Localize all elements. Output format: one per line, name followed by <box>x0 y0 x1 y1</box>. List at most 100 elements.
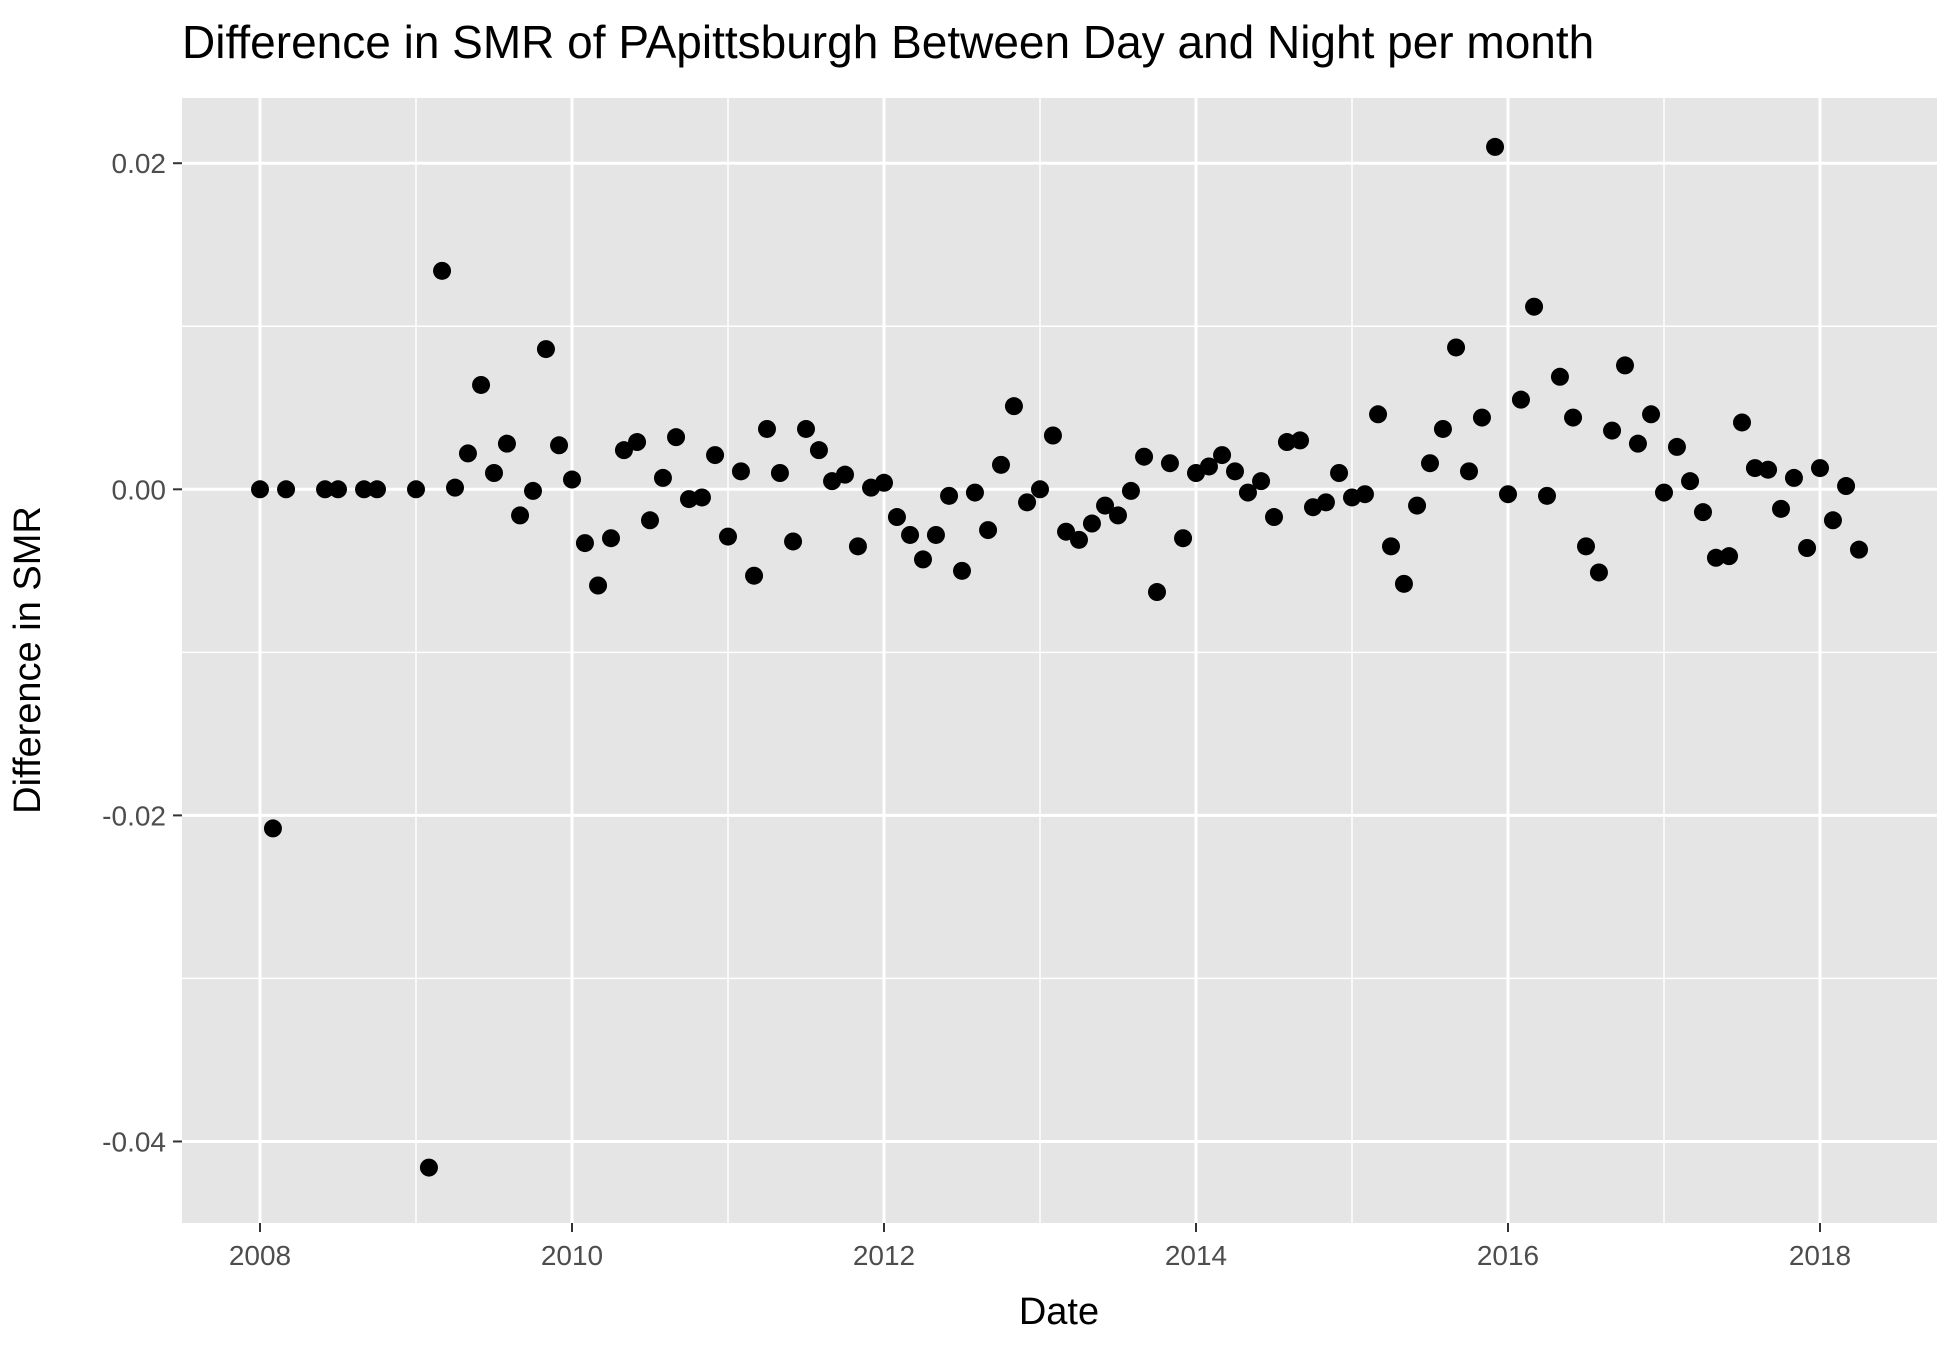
data-point <box>1499 485 1517 504</box>
data-point <box>1199 457 1218 476</box>
x-axis-title: Date <box>1019 1291 1099 1333</box>
data-point <box>524 481 542 500</box>
data-point <box>731 462 750 481</box>
data-point <box>1252 472 1271 491</box>
data-point <box>550 436 569 455</box>
data-point <box>1148 583 1166 602</box>
data-point <box>1837 477 1856 496</box>
data-point <box>628 433 647 452</box>
data-point <box>1538 486 1556 505</box>
major-gridlines <box>182 98 1937 1223</box>
data-point <box>797 419 815 438</box>
data-point <box>1330 464 1349 482</box>
data-point <box>1460 462 1478 481</box>
data-point <box>1433 419 1452 438</box>
data-point <box>836 465 854 484</box>
data-point <box>536 340 555 359</box>
data-point <box>745 566 764 585</box>
data-point <box>1798 539 1817 557</box>
data-point <box>1121 481 1140 500</box>
data-point <box>355 480 374 499</box>
data-point <box>472 375 491 394</box>
data-point <box>563 470 581 489</box>
x-axis: 2008 2010 2012 2014 2016 2018 <box>229 1223 1851 1271</box>
data-point <box>1486 137 1505 156</box>
data-point <box>1382 537 1400 556</box>
data-point <box>979 521 998 540</box>
data-point <box>1031 480 1049 499</box>
data-point <box>575 534 594 553</box>
data-point <box>1408 496 1427 515</box>
chart-title: Difference in SMR of PApittsburgh Betwee… <box>182 16 1594 68</box>
data-point <box>1772 499 1790 518</box>
data-point <box>1720 547 1739 566</box>
data-point <box>953 561 971 580</box>
x-tick-label: 2016 <box>1477 1240 1539 1271</box>
data-point <box>1004 397 1023 416</box>
data-point <box>875 473 893 492</box>
data-point <box>1850 540 1868 559</box>
data-point <box>940 486 959 505</box>
data-point <box>485 464 503 482</box>
y-tick-label: -0.04 <box>102 1126 166 1157</box>
data-point <box>1603 421 1622 440</box>
x-tick-label: 2012 <box>853 1240 915 1271</box>
data-point <box>1082 514 1101 533</box>
x-tick-label: 2014 <box>1165 1240 1227 1271</box>
data-points <box>251 137 1868 1177</box>
data-point <box>914 550 932 569</box>
data-point <box>809 441 828 460</box>
data-point <box>1277 433 1296 452</box>
data-point <box>1642 405 1661 424</box>
y-tick-label: -0.02 <box>102 800 166 831</box>
data-point <box>706 446 725 465</box>
data-point <box>419 1158 438 1177</box>
y-tick-label: 0.02 <box>112 148 167 179</box>
data-point <box>1421 454 1439 473</box>
data-point <box>1511 390 1530 409</box>
data-point <box>407 480 425 499</box>
x-tick-label: 2010 <box>541 1240 603 1271</box>
data-point <box>1355 485 1374 504</box>
data-point <box>1564 408 1583 427</box>
data-point <box>770 464 789 482</box>
data-point <box>497 434 516 453</box>
data-point <box>1291 431 1310 450</box>
data-point <box>329 480 347 499</box>
data-point <box>1655 483 1673 502</box>
data-point <box>1577 537 1595 556</box>
data-point <box>1070 530 1088 549</box>
data-point <box>1226 462 1244 481</box>
data-point <box>784 532 803 551</box>
data-point <box>1694 503 1712 522</box>
data-point <box>589 576 608 595</box>
data-point <box>1109 506 1127 525</box>
data-point <box>1394 574 1413 593</box>
data-point <box>1316 493 1335 512</box>
data-point <box>614 441 633 460</box>
data-point <box>1550 367 1569 386</box>
data-point <box>1745 459 1764 478</box>
data-point <box>1759 460 1778 479</box>
data-point <box>1018 493 1037 512</box>
data-point <box>1784 468 1803 487</box>
minor-gridlines <box>182 98 1937 1223</box>
data-point <box>251 480 269 499</box>
data-point <box>458 444 477 463</box>
data-point <box>1589 563 1608 582</box>
x-tick-label: 2008 <box>229 1240 291 1271</box>
data-point <box>316 480 335 499</box>
y-axis-title: Difference in SMR <box>7 506 49 814</box>
x-tick-label: 2018 <box>1789 1240 1851 1271</box>
data-point <box>1043 426 1062 445</box>
data-point <box>1823 511 1842 530</box>
data-point <box>1447 338 1466 357</box>
data-point <box>263 819 282 838</box>
data-point <box>692 488 711 507</box>
data-point <box>1213 446 1232 465</box>
data-point <box>887 508 906 527</box>
data-point <box>1160 454 1179 473</box>
y-axis: -0.04 -0.02 0.00 0.02 <box>102 148 182 1157</box>
data-point <box>602 529 620 548</box>
data-point <box>901 525 920 544</box>
